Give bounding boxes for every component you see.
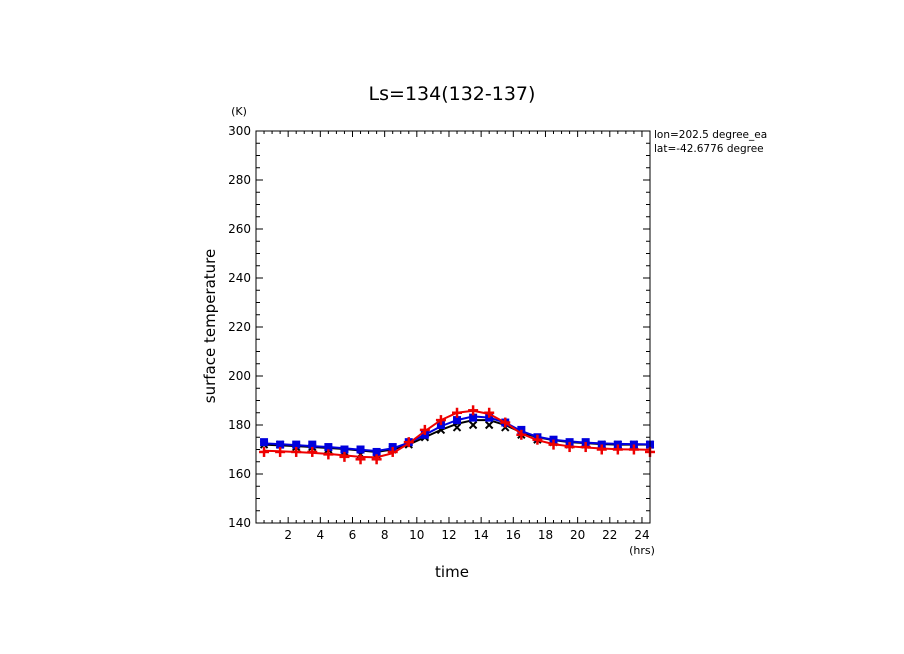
data-point (323, 449, 334, 460)
axis-tick-labels: 2 4 6 8 10 12 14 16 18 20 22 2414016018020022024026… (228, 124, 650, 542)
data-point (580, 442, 591, 453)
x-tick-label: 20 (570, 528, 585, 542)
annotation-lat: lat=-42.6776 degree (654, 143, 764, 155)
data-point (308, 440, 317, 449)
data-point (469, 413, 478, 422)
x-tick-label: 22 (602, 528, 617, 542)
y-tick-label: 140 (228, 516, 251, 530)
y-tick-label: 220 (228, 320, 251, 334)
data-point (356, 445, 365, 454)
x-tick-label: 24 (634, 528, 649, 542)
data-point (276, 440, 285, 449)
data-point (516, 429, 527, 440)
plot-frame (255, 130, 651, 524)
data-point (452, 423, 462, 432)
x-tick-label: 14 (474, 528, 489, 542)
chart-title: Ls=134(132-137) (369, 83, 536, 105)
data-point (292, 440, 301, 449)
data-point (435, 415, 446, 426)
data-point (340, 445, 349, 454)
y-tick-label: 260 (228, 222, 251, 236)
data-point (468, 405, 479, 416)
data-point (291, 446, 302, 457)
y-unit-label: (K) (231, 105, 247, 118)
x-tick-label: 16 (506, 528, 521, 542)
data-point (596, 444, 607, 455)
data-point (324, 443, 333, 452)
data-point (419, 424, 430, 435)
x-tick-label: 4 (317, 528, 325, 542)
x-tick-label: 6 (349, 528, 357, 542)
data-point (403, 437, 414, 448)
x-axis-label: time (435, 563, 469, 581)
data-point (484, 407, 495, 418)
data-point (564, 442, 575, 453)
y-tick-label: 300 (228, 124, 251, 138)
y-tick-label: 200 (228, 369, 251, 383)
series-square (260, 413, 654, 456)
data-point (468, 420, 478, 430)
data-point (307, 446, 318, 457)
series-x (259, 419, 655, 459)
data-point (484, 420, 494, 430)
data-point (275, 446, 286, 457)
data-point (259, 446, 270, 457)
data-point (532, 434, 543, 445)
y-tick-label: 240 (228, 271, 251, 285)
data-point (500, 417, 511, 428)
x-tick-label: 2 (284, 528, 292, 542)
data-point (355, 454, 366, 465)
axis-ticks (256, 130, 651, 524)
x-unit-label: (hrs) (629, 544, 655, 557)
data-point (452, 407, 463, 418)
data-point (260, 438, 269, 447)
y-tick-label: 160 (228, 467, 251, 481)
y-axis-label: surface temperature (201, 249, 219, 404)
data-point (372, 447, 381, 456)
y-tick-label: 180 (228, 418, 251, 432)
annotation-lon: lon=202.5 degree_ea (654, 129, 767, 141)
data-point (548, 439, 559, 450)
x-tick-label: 8 (381, 528, 389, 542)
data-point (453, 416, 462, 425)
data-point (612, 444, 623, 455)
series-plus (259, 405, 655, 465)
data-point (339, 451, 350, 462)
data-point (371, 454, 382, 465)
x-tick-label: 10 (409, 528, 424, 542)
x-tick-label: 18 (538, 528, 553, 542)
plot-series (259, 405, 655, 465)
data-point (628, 444, 639, 455)
data-point (387, 446, 398, 457)
x-tick-label: 12 (441, 528, 456, 542)
y-tick-label: 280 (228, 173, 251, 187)
